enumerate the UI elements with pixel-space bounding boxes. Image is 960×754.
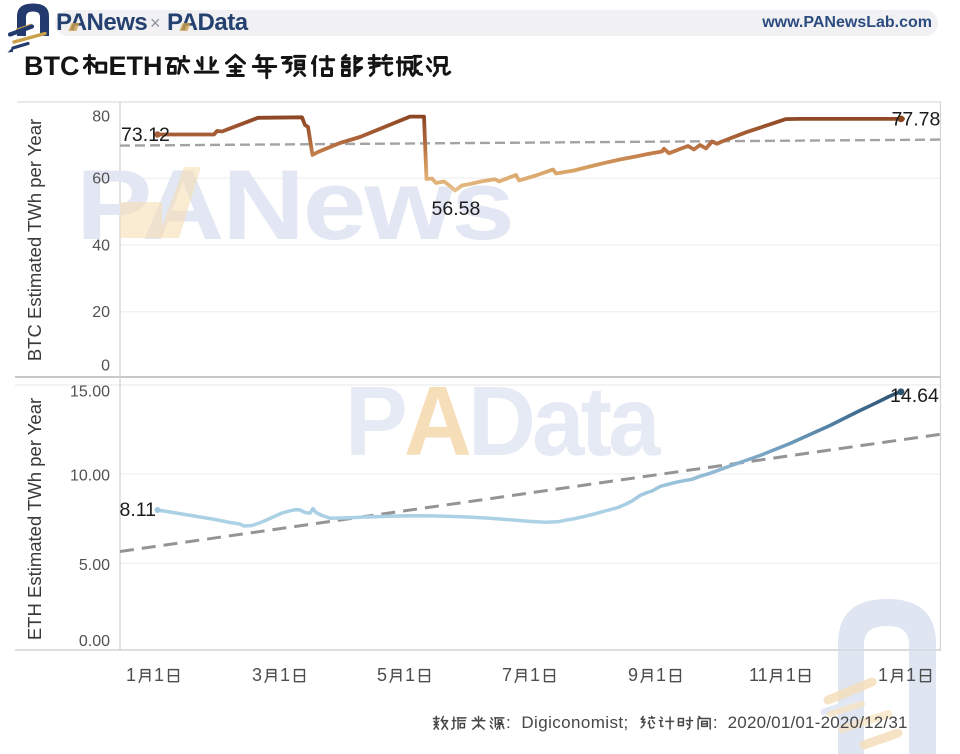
svg-text:15.00: 15.00	[70, 383, 110, 400]
svg-text:PAData: PAData	[345, 367, 662, 476]
svg-text:ETH Estimated TWh per Year: ETH Estimated TWh per Year	[24, 398, 45, 640]
svg-text:BTC Estimated TWh per Year: BTC Estimated TWh per Year	[24, 119, 45, 361]
svg-text:20: 20	[92, 304, 110, 321]
svg-text:10.00: 10.00	[70, 467, 110, 484]
svg-text:73.12: 73.12	[121, 124, 170, 146]
svg-text:77.78: 77.78	[892, 109, 941, 131]
svg-text:8.11: 8.11	[120, 499, 157, 521]
svg-text:80: 80	[92, 108, 110, 125]
svg-text:5.00: 5.00	[79, 557, 110, 574]
svg-text:56.58: 56.58	[432, 198, 481, 220]
svg-text:60: 60	[92, 171, 110, 188]
svg-text:0: 0	[101, 358, 110, 375]
svg-text:40: 40	[92, 238, 110, 255]
svg-text:0.00: 0.00	[79, 633, 110, 650]
svg-text:14.64: 14.64	[890, 385, 939, 407]
